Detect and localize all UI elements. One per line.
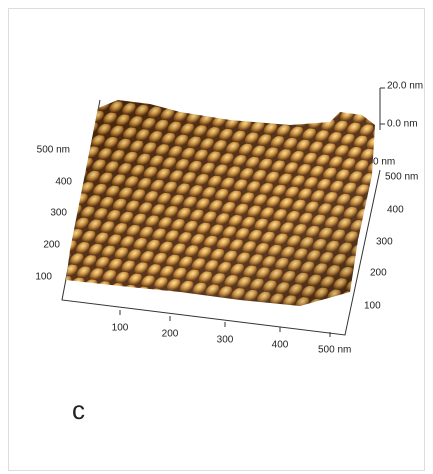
right-tick-label: 200 — [370, 268, 387, 279]
right-tick-label: 0 nm — [373, 157, 395, 168]
front-tick-label: 100 — [112, 323, 129, 334]
left-tick-label: 300 — [50, 208, 67, 219]
left-tick-label: 100 — [35, 272, 52, 283]
right-tick-label: 300 — [376, 237, 393, 248]
front-tick-label: 200 — [162, 329, 179, 340]
tick-labels: 500 nm 400 300 200 100 100 200 300 400 500 nm 0 nm… — [35, 145, 418, 356]
right-tick-label: 100 — [364, 301, 381, 312]
panel-label: c — [72, 395, 85, 425]
front-tick-label: 500 nm — [318, 345, 351, 356]
front-tick-label: 400 — [272, 340, 289, 351]
scale-bottom: 0.0 nm — [387, 119, 418, 130]
front-tick-label: 300 — [217, 335, 234, 346]
scale-top: 20.0 nm — [387, 81, 423, 92]
left-tick-label: 400 — [55, 177, 72, 188]
right-tick-label: 400 — [387, 205, 404, 216]
left-tick-label: 500 nm — [37, 145, 70, 156]
surface-shading — [66, 100, 375, 306]
right-tick-label: 500 nm — [385, 172, 418, 183]
left-tick-label: 200 — [43, 240, 60, 251]
